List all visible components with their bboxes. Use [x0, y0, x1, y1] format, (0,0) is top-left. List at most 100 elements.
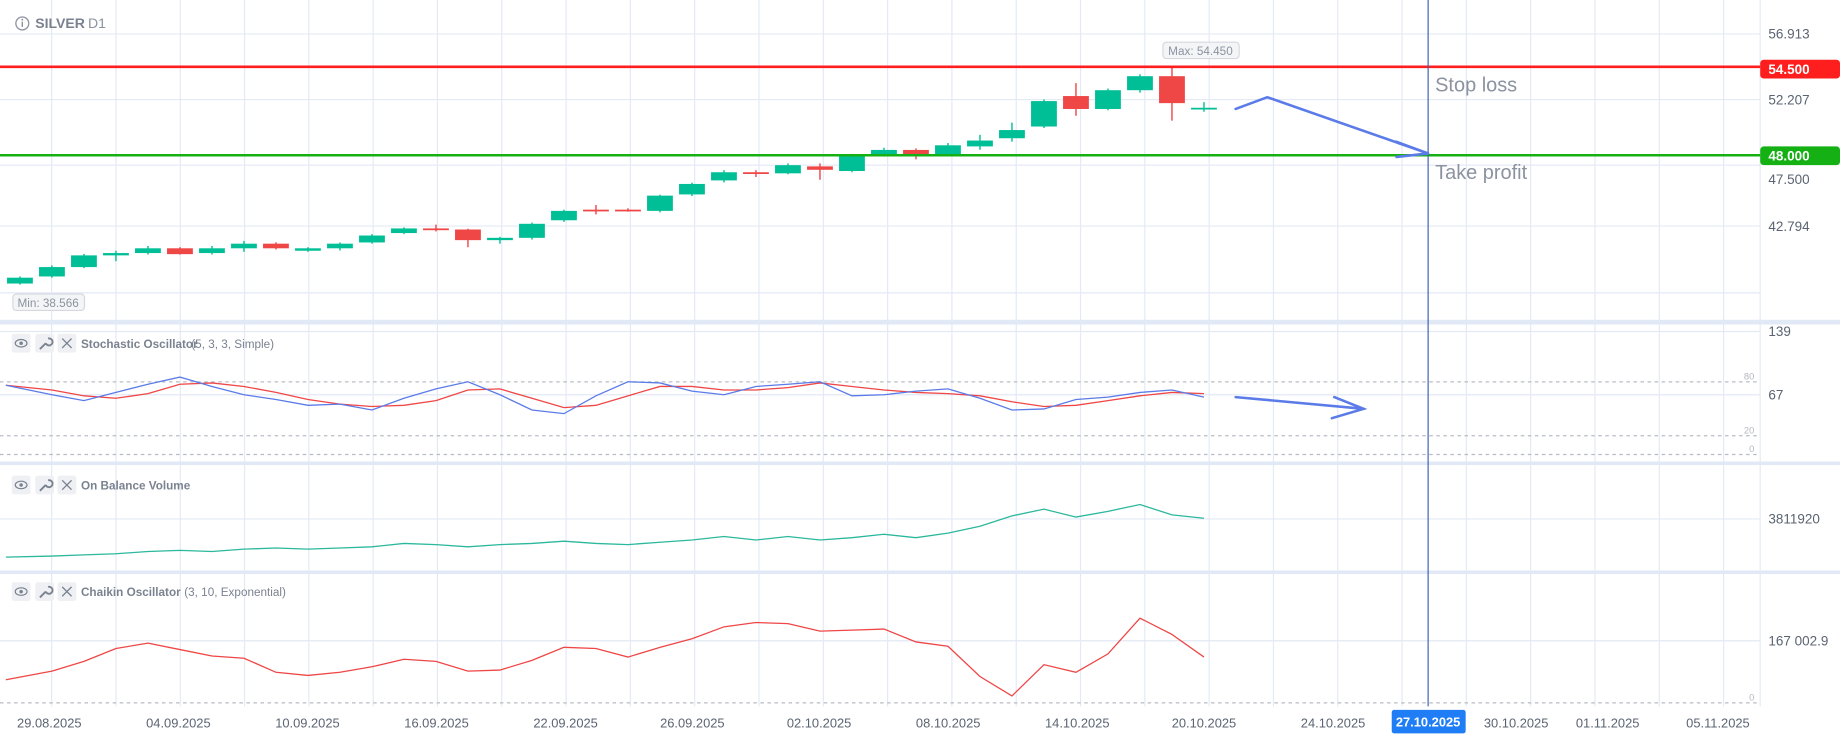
bearish-candle[interactable]: [1159, 67, 1185, 121]
bullish-candle[interactable]: [1127, 74, 1153, 93]
price-forecast-arrow[interactable]: [1234, 95, 1430, 159]
bearish-candle[interactable]: [423, 224, 449, 232]
bullish-candle[interactable]: [551, 209, 577, 222]
indicator-header-stochastic: Stochastic Oscillator(5, 3, 3, Simple): [11, 333, 274, 353]
svg-text:47.500: 47.500: [1768, 172, 1809, 187]
symbol-header: SILVER D1: [15, 15, 106, 31]
svg-text:52.207: 52.207: [1768, 92, 1809, 107]
stop-loss-price-tag[interactable]: 54.500: [1760, 59, 1840, 79]
close-icon[interactable]: [57, 582, 77, 601]
wrench-icon[interactable]: [35, 582, 54, 601]
bullish-candle[interactable]: [839, 153, 865, 173]
bearish-candle[interactable]: [455, 228, 481, 248]
bullish-candle[interactable]: [7, 276, 33, 285]
svg-text:Min: 38.566: Min: 38.566: [17, 297, 78, 310]
eye-icon[interactable]: [11, 333, 31, 353]
candles: [7, 67, 1217, 285]
indicator-name: On Balance Volume: [81, 480, 191, 493]
time-axis[interactable]: 29.08.2025 04.09.2025 10.09.2025 16.09.2025…: [17, 715, 1750, 730]
bullish-candle[interactable]: [679, 182, 705, 197]
stochastic-forecast-arrow[interactable]: [1234, 395, 1368, 420]
date-label: 30.10.2025: [1484, 715, 1549, 730]
grid: [0, 0, 1761, 707]
svg-text:20: 20: [1744, 425, 1754, 435]
bearish-candle[interactable]: [615, 208, 641, 212]
bullish-candle[interactable]: [519, 222, 545, 240]
date-label: 05.11.2025: [1686, 715, 1750, 730]
bullish-candle[interactable]: [711, 170, 737, 183]
date-label: 01.11.2025: [1576, 715, 1640, 730]
date-label: 10.09.2025: [275, 715, 340, 730]
indicator-header-obv: On Balance Volume: [11, 475, 191, 495]
close-icon[interactable]: [57, 475, 77, 495]
date-label: 20.10.2025: [1172, 715, 1237, 730]
bullish-candle[interactable]: [327, 242, 353, 251]
stochastic-d-line[interactable]: [5, 382, 1204, 409]
bullish-candle[interactable]: [935, 142, 961, 156]
bullish-candle[interactable]: [199, 245, 225, 255]
pane-separator[interactable]: [0, 461, 1840, 466]
timeframe: D1: [88, 15, 106, 31]
indicator-name: Stochastic Oscillator: [81, 338, 198, 351]
bullish-candle[interactable]: [999, 122, 1025, 142]
stochastic-k-line[interactable]: [5, 376, 1205, 415]
pane-separator[interactable]: [0, 319, 1840, 325]
price-axis[interactable]: 56.913 52.207 47.500 42.794 54.500 48.00…: [1744, 27, 1840, 703]
bearish-candle[interactable]: [743, 170, 769, 178]
bearish-candle[interactable]: [263, 242, 289, 250]
obv-line[interactable]: [5, 503, 1205, 558]
indicator-lines: [5, 376, 1205, 697]
bullish-candle[interactable]: [71, 253, 97, 269]
wrench-icon[interactable]: [35, 475, 54, 495]
date-label: 08.10.2025: [916, 715, 981, 730]
indicator-params: (3, 10, Exponential): [184, 586, 286, 599]
pane-separator[interactable]: [0, 570, 1840, 574]
svg-text:54.500: 54.500: [1768, 62, 1809, 77]
date-label: 04.09.2025: [146, 715, 211, 730]
take-profit-annotation: Take profit: [1435, 162, 1527, 184]
svg-text:56.913: 56.913: [1768, 27, 1809, 42]
bullish-candle[interactable]: [1031, 99, 1057, 129]
eye-icon[interactable]: [11, 475, 31, 495]
bearish-candle[interactable]: [167, 247, 193, 255]
svg-text:80: 80: [1744, 372, 1754, 382]
svg-text:27.10.2025: 27.10.2025: [1396, 714, 1461, 729]
symbol-name: SILVER: [35, 15, 85, 31]
bearish-candle[interactable]: [1063, 83, 1089, 116]
bearish-candle[interactable]: [903, 148, 929, 160]
bullish-candle[interactable]: [775, 163, 801, 175]
bullish-candle[interactable]: [295, 247, 321, 252]
date-label: 22.09.2025: [533, 715, 598, 730]
wrench-icon[interactable]: [35, 333, 54, 353]
bullish-candle[interactable]: [967, 134, 993, 150]
take-profit-price-tag[interactable]: 48.000: [1760, 146, 1840, 166]
svg-text:Max: 54.450: Max: 54.450: [1168, 45, 1233, 58]
eye-icon[interactable]: [11, 582, 31, 601]
bullish-candle[interactable]: [391, 227, 417, 235]
chaikin-line[interactable]: [5, 617, 1205, 697]
current-date-tag[interactable]: 27.10.2025: [1391, 709, 1466, 734]
close-icon[interactable]: [57, 333, 77, 353]
stop-loss-annotation: Stop loss: [1435, 74, 1517, 96]
bearish-candle[interactable]: [583, 205, 609, 215]
date-label: 02.10.2025: [787, 715, 852, 730]
date-label: 16.09.2025: [404, 715, 469, 730]
date-label: 26.09.2025: [660, 715, 725, 730]
stochastic-levels: [0, 381, 1761, 704]
bullish-candle[interactable]: [103, 250, 129, 262]
bullish-candle[interactable]: [231, 240, 257, 252]
bullish-candle[interactable]: [1095, 88, 1121, 111]
bearish-candle[interactable]: [807, 163, 833, 180]
svg-text:167 002.9: 167 002.9: [1768, 633, 1828, 648]
info-icon[interactable]: [15, 16, 30, 31]
bullish-candle[interactable]: [135, 245, 161, 255]
svg-text:0: 0: [1749, 693, 1754, 703]
svg-text:48.000: 48.000: [1768, 148, 1809, 163]
bullish-candle[interactable]: [359, 234, 385, 244]
bullish-candle[interactable]: [487, 236, 513, 244]
svg-text:0: 0: [1749, 444, 1754, 454]
bullish-candle[interactable]: [647, 194, 673, 213]
bullish-candle[interactable]: [39, 265, 65, 278]
bullish-candle[interactable]: [1191, 102, 1217, 112]
